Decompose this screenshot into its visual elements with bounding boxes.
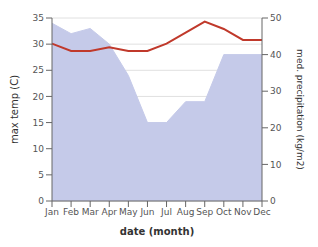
- svg-text:30: 30: [33, 39, 45, 49]
- svg-text:50: 50: [270, 13, 282, 23]
- svg-text:Jul: Jul: [160, 207, 172, 217]
- svg-text:20: 20: [33, 92, 45, 102]
- svg-text:10: 10: [270, 160, 282, 170]
- svg-text:25: 25: [33, 65, 44, 75]
- svg-text:10: 10: [33, 144, 45, 154]
- svg-text:40: 40: [270, 50, 282, 60]
- svg-text:Jan: Jan: [44, 207, 59, 217]
- svg-text:Jun: Jun: [139, 207, 154, 217]
- svg-text:0: 0: [270, 196, 276, 206]
- svg-text:Mar: Mar: [82, 207, 99, 217]
- svg-text:Dec: Dec: [253, 207, 270, 217]
- svg-text:date (month): date (month): [120, 226, 194, 237]
- svg-text:max temp (C): max temp (C): [9, 75, 20, 144]
- svg-text:0: 0: [38, 196, 44, 206]
- svg-text:Nov: Nov: [234, 207, 252, 217]
- svg-text:35: 35: [33, 13, 44, 23]
- svg-text:May: May: [119, 207, 138, 217]
- svg-text:Sep: Sep: [196, 207, 213, 217]
- svg-text:30: 30: [270, 86, 282, 96]
- svg-text:20: 20: [270, 123, 282, 133]
- svg-text:Aug: Aug: [177, 207, 195, 217]
- svg-text:15: 15: [33, 118, 44, 128]
- svg-text:Apr: Apr: [101, 207, 117, 217]
- svg-text:5: 5: [38, 170, 44, 180]
- svg-text:Oct: Oct: [216, 207, 232, 217]
- svg-text:Feb: Feb: [63, 207, 79, 217]
- svg-text:med. precipitation (kg/m2): med. precipitation (kg/m2): [295, 49, 305, 170]
